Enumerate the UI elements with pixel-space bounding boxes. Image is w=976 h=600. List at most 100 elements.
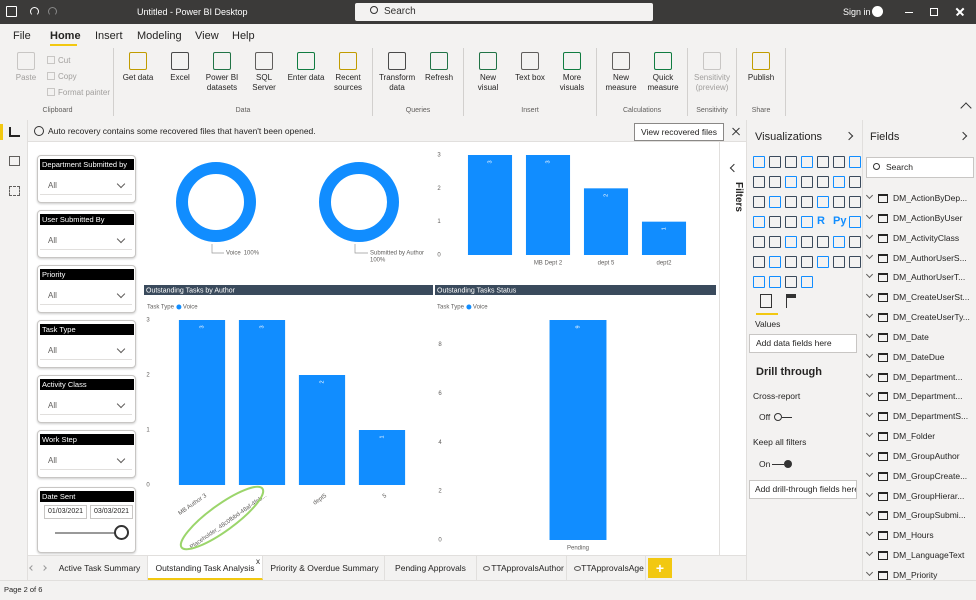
ribbon-button[interactable]: Excel <box>161 48 199 83</box>
ribbon-button[interactable]: SQL Server <box>245 48 283 93</box>
field-name[interactable]: DM_Folder <box>893 431 936 442</box>
viz-type-icon[interactable] <box>849 216 861 228</box>
viz-type-icon[interactable] <box>801 216 813 228</box>
menu-tab[interactable]: File <box>13 30 31 42</box>
field-name[interactable]: DM_ActionByUser <box>893 212 963 223</box>
viz-type-icon[interactable] <box>769 276 781 288</box>
page-tab[interactable]: Active Task Summary <box>52 556 148 580</box>
page-tab[interactable]: TTApprovalsAge <box>568 556 646 580</box>
field-name[interactable]: DM_GroupAuthor <box>893 450 960 461</box>
toggle-off-knob[interactable] <box>774 413 782 421</box>
ribbon-button[interactable]: Sensitivity (preview) <box>693 48 731 93</box>
viz-type-icon[interactable] <box>753 216 765 228</box>
viz-type-icon[interactable] <box>849 196 861 208</box>
date-from[interactable]: 01/03/2021 <box>44 505 87 519</box>
ribbon-button[interactable]: Paste <box>7 48 45 83</box>
format-tab-icon[interactable] <box>786 294 796 308</box>
ribbon-button[interactable]: New measure <box>602 48 640 93</box>
viz-type-icon[interactable] <box>753 236 765 248</box>
field-name[interactable]: DM_Hours <box>893 530 934 541</box>
add-page[interactable]: + <box>648 558 672 578</box>
viz-type-icon[interactable] <box>753 176 765 188</box>
view-recovered-button[interactable]: View recovered files <box>634 123 724 141</box>
fields-search[interactable] <box>866 157 974 178</box>
sign-in[interactable]: Sign in <box>843 7 871 17</box>
slicer-dropdown[interactable] <box>40 232 132 250</box>
page-tab[interactable]: Pending Approvals <box>385 556 477 580</box>
slicer-dropdown[interactable] <box>40 342 132 360</box>
slicer-dropdown[interactable] <box>40 397 132 415</box>
viz-type-icon[interactable] <box>849 176 861 188</box>
ribbon-button[interactable]: Recent sources <box>329 48 367 93</box>
viz-type-icon[interactable] <box>769 176 781 188</box>
viz-type-icon[interactable] <box>849 156 861 168</box>
viz-type-icon[interactable] <box>769 156 781 168</box>
ribbon-button[interactable]: Transform data <box>378 48 416 93</box>
viz-type-icon[interactable] <box>785 256 797 268</box>
viz-type-icon[interactable] <box>833 256 845 268</box>
viz-text-icon[interactable]: R <box>817 215 825 227</box>
ribbon-button[interactable]: More visuals <box>553 48 591 93</box>
menu-tab[interactable]: Insert <box>95 30 123 42</box>
ribbon-button[interactable]: Enter data <box>287 48 325 83</box>
field-name[interactable]: DM_Department... <box>893 391 963 402</box>
viz-type-icon[interactable] <box>753 156 765 168</box>
viz-type-icon[interactable] <box>785 236 797 248</box>
viz-type-icon[interactable] <box>753 256 765 268</box>
viz-type-icon[interactable] <box>817 236 829 248</box>
viz-type-icon[interactable] <box>769 236 781 248</box>
ribbon-button[interactable]: New visual <box>469 48 507 93</box>
viz-type-icon[interactable] <box>801 236 813 248</box>
viz-type-icon[interactable] <box>817 196 829 208</box>
viz-type-icon[interactable] <box>833 156 845 168</box>
slicer-dropdown[interactable] <box>40 177 132 195</box>
field-name[interactable]: DM_Date <box>893 331 929 342</box>
viz-type-icon[interactable] <box>801 176 813 188</box>
fields-tab-icon[interactable] <box>760 294 772 308</box>
viz-type-icon[interactable] <box>833 176 845 188</box>
viz-type-icon[interactable] <box>769 216 781 228</box>
field-name[interactable]: DM_DepartmentS... <box>893 411 969 422</box>
viz-type-icon[interactable] <box>769 196 781 208</box>
maximize[interactable] <box>930 8 938 16</box>
ribbon-button[interactable]: Publish <box>742 48 780 83</box>
report-view-icon[interactable] <box>9 127 20 137</box>
viz-type-icon[interactable] <box>833 196 845 208</box>
field-name[interactable]: DM_ActionByDep... <box>893 193 968 203</box>
viz-type-icon[interactable] <box>785 216 797 228</box>
field-name[interactable]: DM_GroupSubmi... <box>893 510 966 521</box>
ribbon-button[interactable]: Refresh <box>420 48 458 83</box>
viz-type-icon[interactable] <box>833 236 845 248</box>
menu-tab[interactable]: Home <box>50 30 81 42</box>
page-tab[interactable]: TTApprovalsAuthor <box>477 556 567 580</box>
viz-type-icon[interactable] <box>753 276 765 288</box>
date-to[interactable]: 03/03/2021 <box>90 505 133 519</box>
viz-type-icon[interactable] <box>785 276 797 288</box>
viz-type-icon[interactable] <box>817 256 829 268</box>
ribbon-button[interactable]: Quick measure <box>644 48 682 93</box>
viz-type-icon[interactable] <box>817 176 829 188</box>
viz-type-icon[interactable] <box>769 256 781 268</box>
values-well[interactable]: Add data fields here <box>749 334 857 353</box>
field-name[interactable]: DM_GroupCreate... <box>893 470 968 481</box>
viz-type-icon[interactable] <box>785 196 797 208</box>
viz-type-icon[interactable] <box>785 176 797 188</box>
minimize[interactable] <box>905 12 913 13</box>
tab-close[interactable]: x <box>256 557 260 566</box>
field-name[interactable]: DM_ActivityClass <box>893 232 960 243</box>
field-name[interactable]: DM_LanguageText <box>893 550 965 561</box>
model-view-icon[interactable] <box>9 186 20 196</box>
filters-label[interactable]: Filters <box>733 181 744 212</box>
drill-well[interactable]: Add drill-through fields here <box>749 480 857 499</box>
page-tab[interactable]: Outstanding Task Analysis <box>148 556 263 580</box>
viz-type-icon[interactable] <box>849 236 861 248</box>
ribbon-button[interactable]: Power BI datasets <box>203 48 241 93</box>
field-name[interactable]: DM_DateDue <box>893 351 945 362</box>
menu-tab[interactable]: View <box>195 30 219 42</box>
menu-tab[interactable]: Help <box>232 30 255 42</box>
viz-type-icon[interactable] <box>785 156 797 168</box>
date-slider-handle[interactable] <box>114 525 129 540</box>
viz-type-icon[interactable] <box>801 276 813 288</box>
collapse-ribbon[interactable] <box>960 102 972 114</box>
field-name[interactable]: DM_AuthorUserS... <box>893 252 967 263</box>
